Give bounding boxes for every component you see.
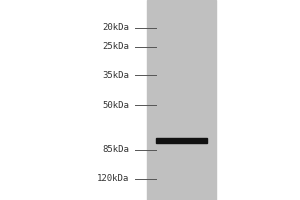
Text: 120kDa: 120kDa bbox=[97, 174, 129, 183]
Text: 20kDa: 20kDa bbox=[102, 23, 129, 32]
Bar bbox=[156, 138, 207, 143]
Text: 25kDa: 25kDa bbox=[102, 42, 129, 51]
Text: 50kDa: 50kDa bbox=[102, 101, 129, 110]
Text: 35kDa: 35kDa bbox=[102, 71, 129, 80]
Text: 85kDa: 85kDa bbox=[102, 145, 129, 154]
Bar bbox=[147, 0, 216, 200]
